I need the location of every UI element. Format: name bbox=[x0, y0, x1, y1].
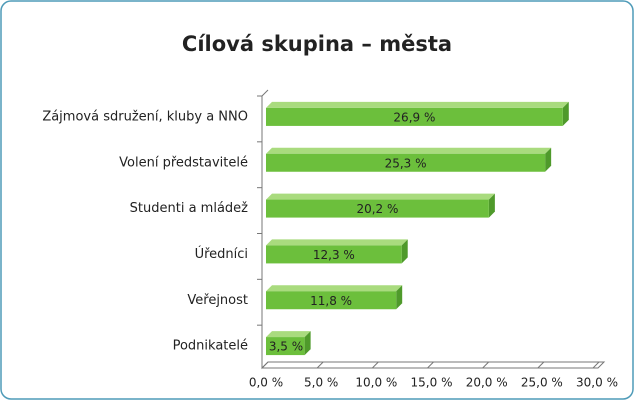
bar bbox=[266, 239, 408, 264]
y-tick-label: Volení představitelé bbox=[119, 155, 248, 170]
bar-face bbox=[545, 147, 552, 172]
bar-face bbox=[266, 285, 403, 292]
bar-face bbox=[266, 331, 311, 338]
bar-face bbox=[266, 101, 569, 108]
bar-face bbox=[266, 337, 305, 356]
x-tick bbox=[371, 361, 379, 369]
data-label: 12,3 % bbox=[313, 248, 355, 262]
x-tick bbox=[261, 361, 269, 369]
y-tick-label: Studenti a mládež bbox=[130, 201, 249, 216]
x-tick-label: 20,0 % bbox=[466, 376, 508, 390]
x-tick bbox=[482, 361, 490, 369]
bar-face bbox=[266, 153, 546, 172]
y-tick-label: Podnikatelé bbox=[173, 339, 248, 354]
bar-face bbox=[266, 147, 552, 154]
x-tick-label: 30,0 % bbox=[576, 376, 618, 390]
x-tick-label: 25,0 % bbox=[521, 376, 563, 390]
y-tick-label: Veřejnost bbox=[187, 293, 248, 308]
bar-face bbox=[266, 107, 563, 126]
data-label: 20,2 % bbox=[356, 202, 398, 216]
bar-face bbox=[562, 101, 569, 126]
bar-face bbox=[401, 239, 408, 264]
x-tick-label: 0,0 % bbox=[249, 376, 283, 390]
bar bbox=[266, 101, 569, 126]
x-tick bbox=[316, 361, 324, 369]
chart-title: Cílová skupina – města bbox=[182, 32, 452, 56]
bar-face bbox=[266, 239, 408, 246]
bar bbox=[266, 147, 552, 172]
bar-face bbox=[396, 285, 403, 310]
x-tick bbox=[537, 361, 545, 369]
x-tick-label: 5,0 % bbox=[304, 376, 338, 390]
bar bbox=[266, 331, 311, 356]
x-tick-label: 15,0 % bbox=[411, 376, 453, 390]
data-label: 3,5 % bbox=[269, 340, 303, 354]
bar-face bbox=[304, 331, 311, 356]
bar-face bbox=[488, 193, 495, 218]
data-label: 26,9 % bbox=[393, 110, 435, 124]
x-tick-label: 10,0 % bbox=[355, 376, 397, 390]
bar-face bbox=[266, 199, 489, 218]
y-tick-label: Zájmová sdružení, kluby a NNO bbox=[42, 109, 248, 124]
x-tick bbox=[427, 361, 434, 369]
bar-face bbox=[266, 193, 495, 200]
data-label: 25,3 % bbox=[385, 156, 427, 170]
y-tick-label: Úředníci bbox=[195, 246, 248, 262]
bar-face bbox=[266, 245, 402, 264]
x-tick bbox=[592, 361, 600, 369]
bar bbox=[266, 193, 495, 218]
bar-face bbox=[266, 291, 397, 310]
data-label: 11,8 % bbox=[310, 294, 352, 308]
bar bbox=[266, 285, 403, 310]
